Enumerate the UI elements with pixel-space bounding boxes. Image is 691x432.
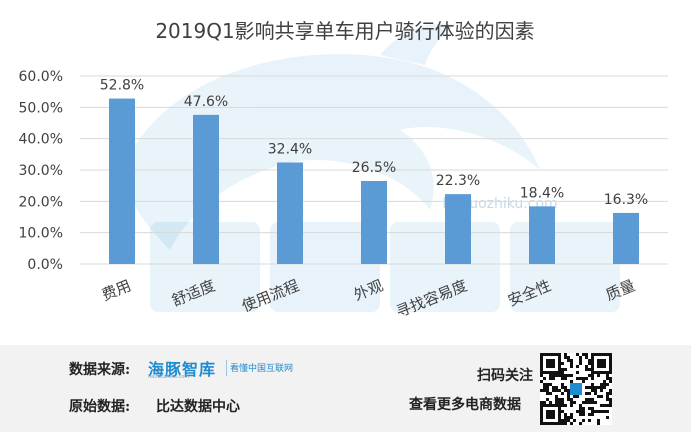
data-label: 26.5% xyxy=(352,160,396,176)
y-tick-label: 50.0% xyxy=(19,100,63,116)
logo-slogan: 看懂中国互联网 xyxy=(230,364,294,374)
data-label: 18.4% xyxy=(520,185,564,201)
y-axis-ticks: 0.0% 10.0% 20.0% 30.0% 40.0% 50.0% 60.0% xyxy=(19,69,63,273)
logo-divider xyxy=(226,360,227,376)
data-labels: 52.8% 47.6% 32.4% 26.5% 22.3% 18.4% 16.3% xyxy=(100,78,648,208)
more-data-label: 查看更多电商数据 xyxy=(409,397,521,413)
data-label: 47.6% xyxy=(184,94,228,110)
watermark-dolphin-icon xyxy=(120,23,540,250)
x-tick-label: 费用 xyxy=(99,276,134,304)
logo-subtext: haituozhiku.com xyxy=(148,374,190,380)
y-tick-label: 0.0% xyxy=(27,257,63,273)
y-tick-label: 40.0% xyxy=(19,132,63,148)
bar xyxy=(361,180,387,264)
data-label: 52.8% xyxy=(100,78,144,94)
watermark-url: haituozhiku.com xyxy=(442,196,557,212)
bar xyxy=(277,162,303,264)
bar xyxy=(193,114,219,264)
bars xyxy=(109,98,639,264)
y-tick-label: 30.0% xyxy=(19,163,63,179)
y-tick-label: 20.0% xyxy=(19,194,63,210)
bar-chart: haituozhiku.com 2019Q1影响共享单车用户骑行体验的因素 0.… xyxy=(19,19,668,321)
data-label: 22.3% xyxy=(436,173,480,189)
chart-area: haituozhiku.com 2019Q1影响共享单车用户骑行体验的因素 0.… xyxy=(18,19,668,322)
logo-name: 海豚智库 xyxy=(148,360,217,379)
scan-label: 扫码关注 xyxy=(477,368,533,384)
footer: 数据来源: 海豚智库 haituozhiku.com 看懂中国互联网 原始数据:… xyxy=(0,345,691,432)
source-label: 数据来源: xyxy=(69,362,131,378)
bar xyxy=(529,206,555,264)
bar xyxy=(109,98,135,264)
y-tick-label: 60.0% xyxy=(19,69,63,85)
bar xyxy=(445,194,471,264)
raw-data-label: 原始数据: xyxy=(69,399,131,415)
chart-title: 2019Q1影响共享单车用户骑行体验的因素 xyxy=(155,19,534,43)
data-label: 32.4% xyxy=(268,141,312,157)
raw-data-value: 比达数据中心 xyxy=(156,399,240,415)
bar xyxy=(613,212,639,264)
y-tick-label: 10.0% xyxy=(19,226,63,242)
data-label: 16.3% xyxy=(604,192,648,208)
brand-logo: 海豚智库 haituozhiku.com 看懂中国互联网 xyxy=(148,358,308,380)
qr-code-icon xyxy=(540,353,612,425)
